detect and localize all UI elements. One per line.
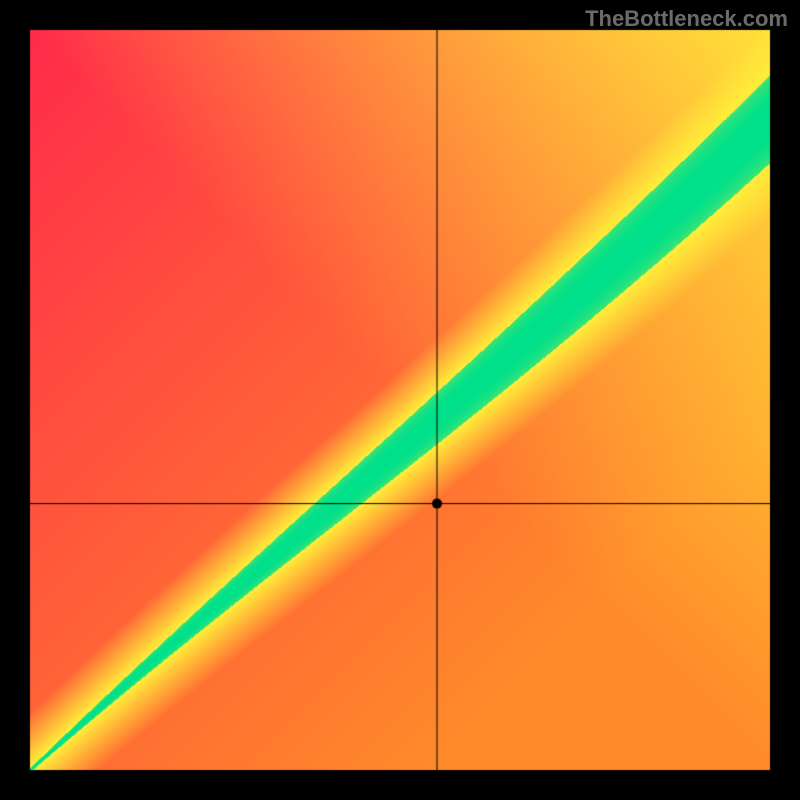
watermark-text: TheBottleneck.com	[585, 6, 788, 32]
chart-container: TheBottleneck.com	[0, 0, 800, 800]
bottleneck-heatmap	[0, 0, 800, 800]
